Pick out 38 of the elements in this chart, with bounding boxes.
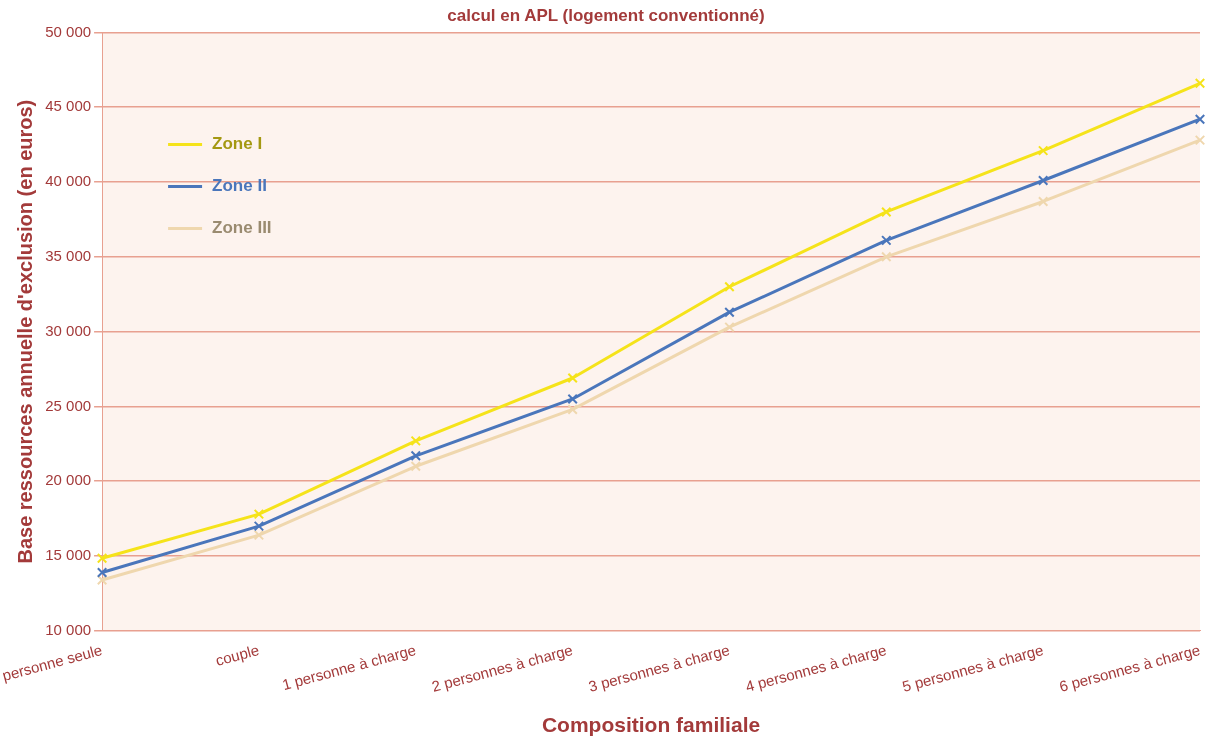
- legend-label: Zone I: [212, 134, 263, 154]
- point: [724, 281, 735, 292]
- point: [724, 306, 735, 318]
- point: [567, 404, 578, 415]
- y-tick-label: 20 000: [45, 471, 92, 489]
- point: [1194, 113, 1206, 125]
- point: [253, 520, 265, 532]
- point: [881, 251, 892, 263]
- y-tick-label: 40 000: [45, 172, 92, 190]
- y-tick-label: 10 000: [45, 621, 92, 638]
- point: [1037, 196, 1049, 207]
- point: [1194, 134, 1206, 146]
- y-axis-title: Base ressources annuelle d'exclusion (en euros): [13, 99, 36, 564]
- point: [410, 450, 422, 462]
- point: [567, 393, 578, 405]
- point: [881, 206, 892, 218]
- y-tick-label: 35 000: [45, 246, 92, 264]
- point: [1037, 145, 1049, 156]
- y-tick-label: 15 000: [45, 546, 92, 564]
- point: [1194, 78, 1206, 89]
- point: [881, 235, 892, 246]
- y-tick-label: 25 000: [45, 396, 92, 414]
- y-tick-label: 30 000: [45, 321, 92, 339]
- point: [410, 435, 422, 447]
- point: [253, 529, 265, 541]
- x-tick-label: couple: [213, 641, 261, 669]
- point: [567, 372, 578, 384]
- point: [1037, 175, 1049, 186]
- legend-label: Zone II: [212, 176, 267, 196]
- chart-title: calcul en APL (logement conventionné): [447, 5, 765, 25]
- y-tick-label: 50 000: [45, 22, 92, 40]
- point: [96, 567, 108, 578]
- point: [724, 321, 735, 333]
- point: [253, 508, 265, 520]
- x-axis-title: Composition familiale: [541, 713, 761, 737]
- legend-label: Zone III: [212, 218, 272, 238]
- point: [410, 461, 422, 472]
- y-tick-label: 45 000: [45, 97, 92, 115]
